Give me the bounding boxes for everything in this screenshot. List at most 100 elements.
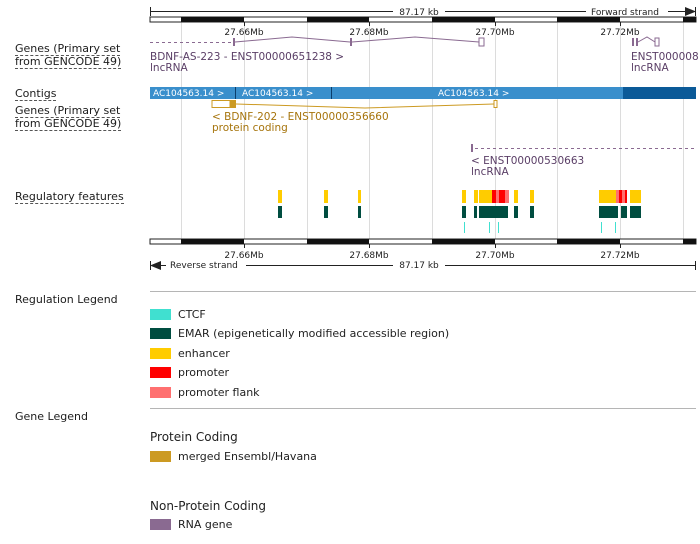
ctcf-feature[interactable]	[489, 222, 490, 233]
promoter-flank-feature[interactable]	[505, 190, 509, 203]
ruler-label-bg	[393, 259, 445, 272]
emar-feature[interactable]	[358, 206, 361, 218]
emar-feature[interactable]	[514, 206, 518, 218]
ruler-span-label: 87.17 kb	[399, 8, 439, 18]
enhancer-feature[interactable]	[474, 190, 478, 203]
gene-name[interactable]: ENST000008	[631, 51, 699, 63]
protein-coding-heading: Protein Coding	[150, 430, 238, 444]
tick-label: 27.70Mb	[475, 28, 515, 38]
promoter-feature[interactable]	[625, 190, 627, 203]
exon	[350, 38, 352, 46]
emar-feature[interactable]	[324, 206, 328, 218]
legend-divider	[150, 408, 696, 409]
gene-name[interactable]: < BDNF-202 - ENST00000356660	[212, 111, 389, 123]
ruler-label-bg	[166, 259, 246, 272]
exon-coding	[230, 100, 236, 108]
enhancer-feature[interactable]	[324, 190, 328, 203]
emar-feature[interactable]	[474, 206, 477, 218]
tick-label: 27.68Mb	[349, 251, 389, 261]
gene-enst-right[interactable]: ENST000008 lncRNA	[631, 36, 699, 74]
gene-biotype: lncRNA	[471, 166, 509, 178]
legend-swatch	[150, 348, 171, 359]
scale-block	[181, 239, 244, 244]
exon	[654, 37, 660, 47]
ruler-label-bg	[586, 5, 668, 18]
gene-name[interactable]: < ENST00000530663	[471, 155, 584, 167]
enhancer-feature[interactable]	[358, 190, 361, 203]
legend-swatch	[150, 309, 171, 320]
scale-block	[683, 239, 696, 244]
enhancer-row	[278, 190, 641, 203]
tick-label: 27.72Mb	[600, 28, 640, 38]
ruler-label-bg	[393, 5, 445, 18]
legend-label: promoter	[178, 366, 230, 379]
enhancer-feature[interactable]	[603, 190, 616, 203]
promoter-feature[interactable]	[499, 190, 505, 203]
scale-block	[432, 17, 495, 22]
promoter-flank-feature[interactable]	[496, 190, 499, 203]
track-label-genes-primary[interactable]: Genes (Primary set from GENCODE 49)	[15, 42, 145, 69]
track-label-text[interactable]: Contigs	[15, 87, 57, 101]
legend-label: merged Ensembl/Havana	[178, 450, 317, 463]
gene-enst-530663[interactable]: < ENST00000530663 lncRNA	[471, 144, 696, 178]
forward-strand-label: Forward strand	[591, 8, 659, 18]
enhancer-feature[interactable]	[630, 190, 641, 203]
contigs-track[interactable]: AC104563.14 > AC104563.14 > AC104563.14 …	[150, 87, 696, 99]
ctcf-feature[interactable]	[498, 222, 499, 233]
exon	[211, 100, 231, 108]
promoter-flank-feature[interactable]	[622, 190, 625, 203]
regulation-legend-title: Regulation Legend	[15, 293, 118, 306]
emar-feature[interactable]	[621, 206, 627, 218]
gene-bdnf-202[interactable]: < BDNF-202 - ENST00000356660 protein cod…	[211, 100, 498, 134]
intron-line	[637, 36, 656, 43]
enhancer-feature[interactable]	[479, 190, 492, 203]
regulatory-track[interactable]	[278, 190, 641, 233]
reverse-strand-label: Reverse strand	[170, 261, 238, 271]
gene-legend-title: Gene Legend	[15, 410, 88, 423]
contig-label[interactable]: AC104563.14 >	[242, 89, 313, 99]
intron-line	[351, 36, 480, 43]
enhancer-feature[interactable]	[514, 190, 518, 203]
exon	[478, 37, 485, 47]
gene-bdnf-as-223[interactable]: BDNF-AS-223 - ENST00000651238 > lncRNA	[150, 36, 485, 74]
track-label-text[interactable]: Genes (Primary set from GENCODE 49)	[15, 42, 122, 69]
contig-label[interactable]: AC104563.14 >	[438, 89, 509, 99]
intron-line	[234, 36, 351, 43]
track-label-contigs[interactable]: Contigs	[15, 87, 145, 101]
promoter-feature[interactable]	[492, 190, 496, 203]
emar-feature[interactable]	[530, 206, 534, 218]
top-ruler: 87.17 kb Forward strand 27.66Mb 27.68Mb …	[149, 5, 697, 38]
bottom-ruler: 27.66Mb 27.68Mb 27.70Mb 27.72Mb Reverse …	[149, 238, 697, 272]
emar-feature[interactable]	[278, 206, 282, 218]
promoter-feature[interactable]	[619, 190, 622, 203]
gene-name[interactable]: BDNF-AS-223 - ENST00000651238 >	[150, 51, 344, 63]
track-label-text[interactable]: Regulatory features	[15, 190, 124, 204]
enhancer-feature[interactable]	[599, 190, 603, 203]
emar-feature[interactable]	[479, 206, 508, 218]
ctcf-feature[interactable]	[464, 222, 465, 233]
emar-feature[interactable]	[462, 206, 466, 218]
emar-feature[interactable]	[630, 206, 641, 218]
exon	[636, 38, 638, 46]
exon	[471, 144, 473, 152]
enhancer-feature[interactable]	[278, 190, 282, 203]
scale-block	[683, 17, 696, 22]
enhancer-feature[interactable]	[462, 190, 466, 203]
legend-label: promoter flank	[178, 386, 260, 399]
legend-swatch	[150, 328, 171, 339]
track-label-text[interactable]: Genes (Primary set from GENCODE 49)	[15, 104, 122, 131]
ctcf-feature[interactable]	[601, 222, 602, 233]
emar-feature[interactable]	[599, 206, 618, 218]
track-label-regulatory[interactable]: Regulatory features	[15, 190, 145, 204]
tick-label: 27.70Mb	[475, 251, 515, 261]
legend-swatch	[150, 451, 171, 462]
contig-label[interactable]: AC104563.14 >	[153, 89, 224, 99]
intron-line	[235, 103, 495, 109]
ctcf-feature[interactable]	[615, 222, 616, 233]
promoter-flank-feature[interactable]	[616, 190, 619, 203]
enhancer-feature[interactable]	[530, 190, 534, 203]
track-label-genes-primary-reverse[interactable]: Genes (Primary set from GENCODE 49)	[15, 104, 145, 131]
legend-swatch	[150, 367, 171, 378]
legend-swatch	[150, 387, 171, 398]
